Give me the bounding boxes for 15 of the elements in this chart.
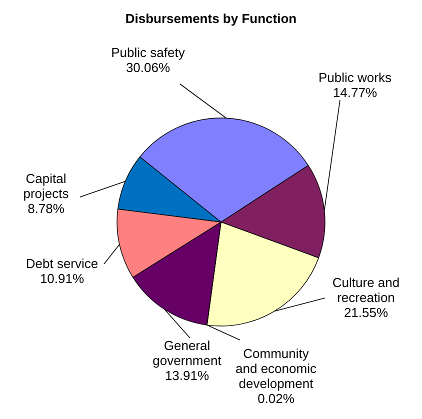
slice-label: Public safety	[111, 45, 186, 60]
data-label: 13.91%	[164, 368, 210, 383]
data-label: 14.77%	[332, 85, 378, 100]
slice-label: Public works	[318, 70, 392, 85]
chart-title: Disbursements by Function	[125, 11, 297, 26]
data-label: 30.06%	[126, 60, 170, 75]
data-label: 21.55%	[344, 305, 388, 320]
data-label: 10.91%	[40, 271, 84, 286]
slice-label: General government	[152, 338, 222, 368]
slice-label: Culture and recreation	[332, 275, 400, 305]
slice-label: Capital projects	[23, 171, 70, 201]
data-label: 0.02%	[258, 391, 295, 406]
slice-label: Community and economic development	[236, 346, 317, 391]
slice-label: Debt service	[26, 256, 98, 271]
data-label: 8.78%	[28, 201, 65, 216]
